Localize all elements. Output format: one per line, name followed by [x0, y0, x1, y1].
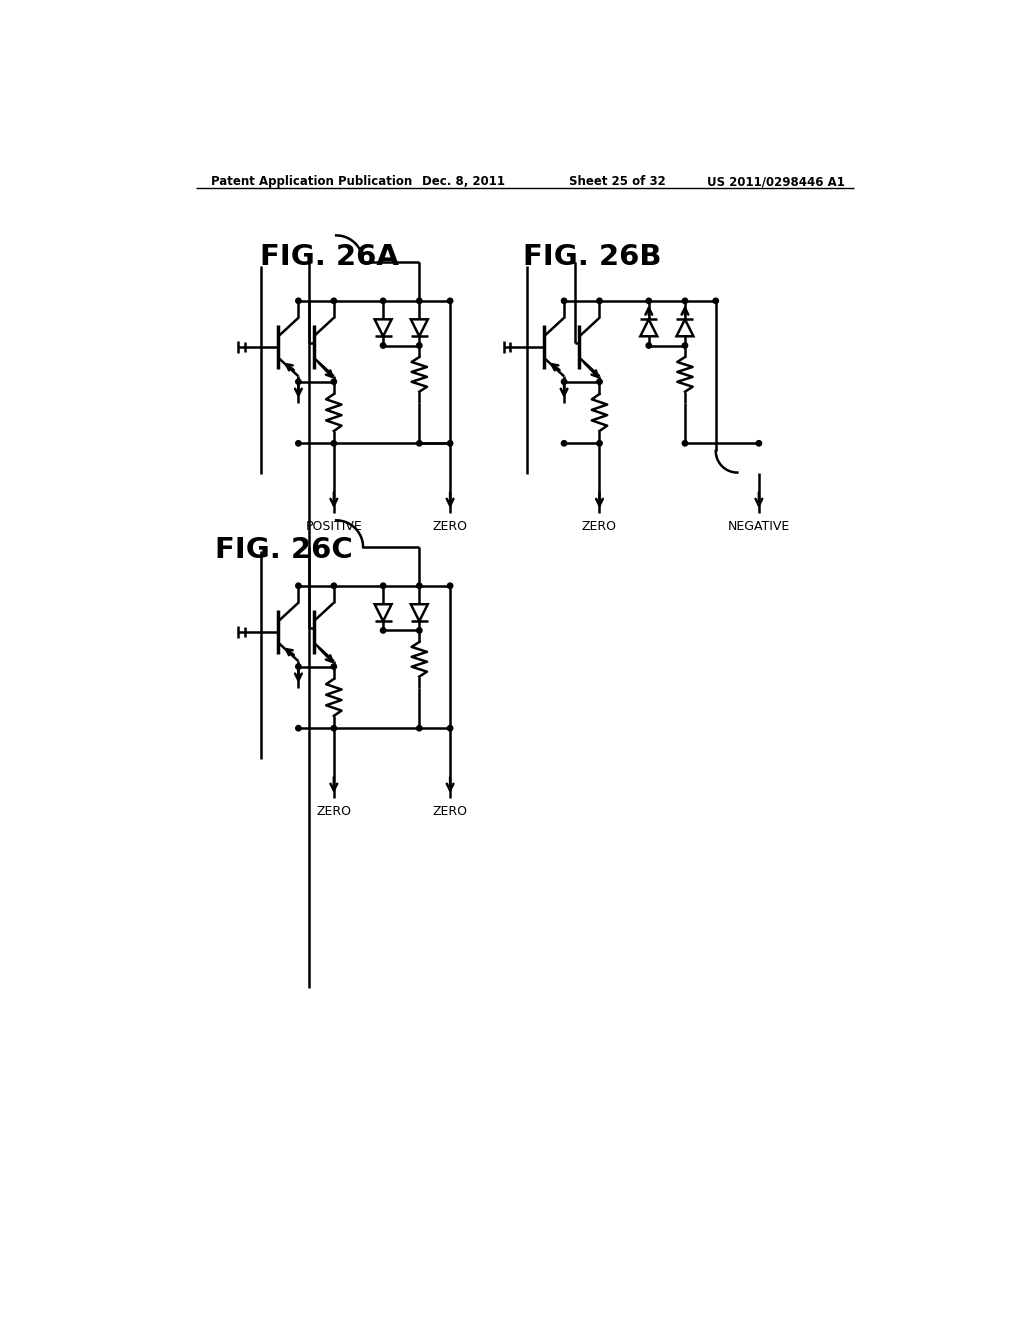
Circle shape — [417, 441, 422, 446]
Circle shape — [331, 726, 337, 731]
Circle shape — [447, 441, 453, 446]
Circle shape — [296, 298, 301, 304]
Text: FIG. 26C: FIG. 26C — [215, 536, 353, 564]
Text: POSITIVE: POSITIVE — [305, 520, 362, 533]
Circle shape — [417, 298, 422, 304]
Circle shape — [331, 441, 337, 446]
Circle shape — [682, 441, 688, 446]
Circle shape — [713, 298, 719, 304]
Text: NEGATIVE: NEGATIVE — [728, 520, 790, 533]
Circle shape — [682, 298, 688, 304]
Circle shape — [331, 583, 337, 589]
Text: ZERO: ZERO — [582, 520, 617, 533]
Circle shape — [381, 343, 386, 348]
Text: Sheet 25 of 32: Sheet 25 of 32 — [569, 176, 667, 189]
Circle shape — [597, 298, 602, 304]
Circle shape — [417, 726, 422, 731]
Text: FIG. 26B: FIG. 26B — [523, 243, 662, 271]
Circle shape — [417, 583, 422, 589]
Text: Patent Application Publication: Patent Application Publication — [211, 176, 413, 189]
Circle shape — [296, 379, 301, 384]
Circle shape — [561, 298, 566, 304]
Circle shape — [296, 583, 301, 589]
Text: Dec. 8, 2011: Dec. 8, 2011 — [422, 176, 505, 189]
Circle shape — [331, 379, 337, 384]
Circle shape — [682, 343, 688, 348]
Circle shape — [597, 379, 602, 384]
Circle shape — [381, 583, 386, 589]
Circle shape — [296, 441, 301, 446]
Circle shape — [447, 583, 453, 589]
Circle shape — [331, 298, 337, 304]
Circle shape — [646, 298, 651, 304]
Circle shape — [381, 628, 386, 634]
Circle shape — [561, 379, 566, 384]
Circle shape — [296, 726, 301, 731]
Circle shape — [417, 343, 422, 348]
Circle shape — [447, 726, 453, 731]
Circle shape — [331, 664, 337, 669]
Circle shape — [381, 298, 386, 304]
Circle shape — [447, 298, 453, 304]
Text: US 2011/0298446 A1: US 2011/0298446 A1 — [707, 176, 845, 189]
Text: ZERO: ZERO — [432, 805, 468, 818]
Text: ZERO: ZERO — [316, 805, 351, 818]
Circle shape — [597, 441, 602, 446]
Circle shape — [417, 628, 422, 634]
Circle shape — [561, 441, 566, 446]
Text: ZERO: ZERO — [432, 520, 468, 533]
Circle shape — [756, 441, 762, 446]
Circle shape — [646, 343, 651, 348]
Circle shape — [296, 664, 301, 669]
Text: FIG. 26A: FIG. 26A — [260, 243, 398, 271]
